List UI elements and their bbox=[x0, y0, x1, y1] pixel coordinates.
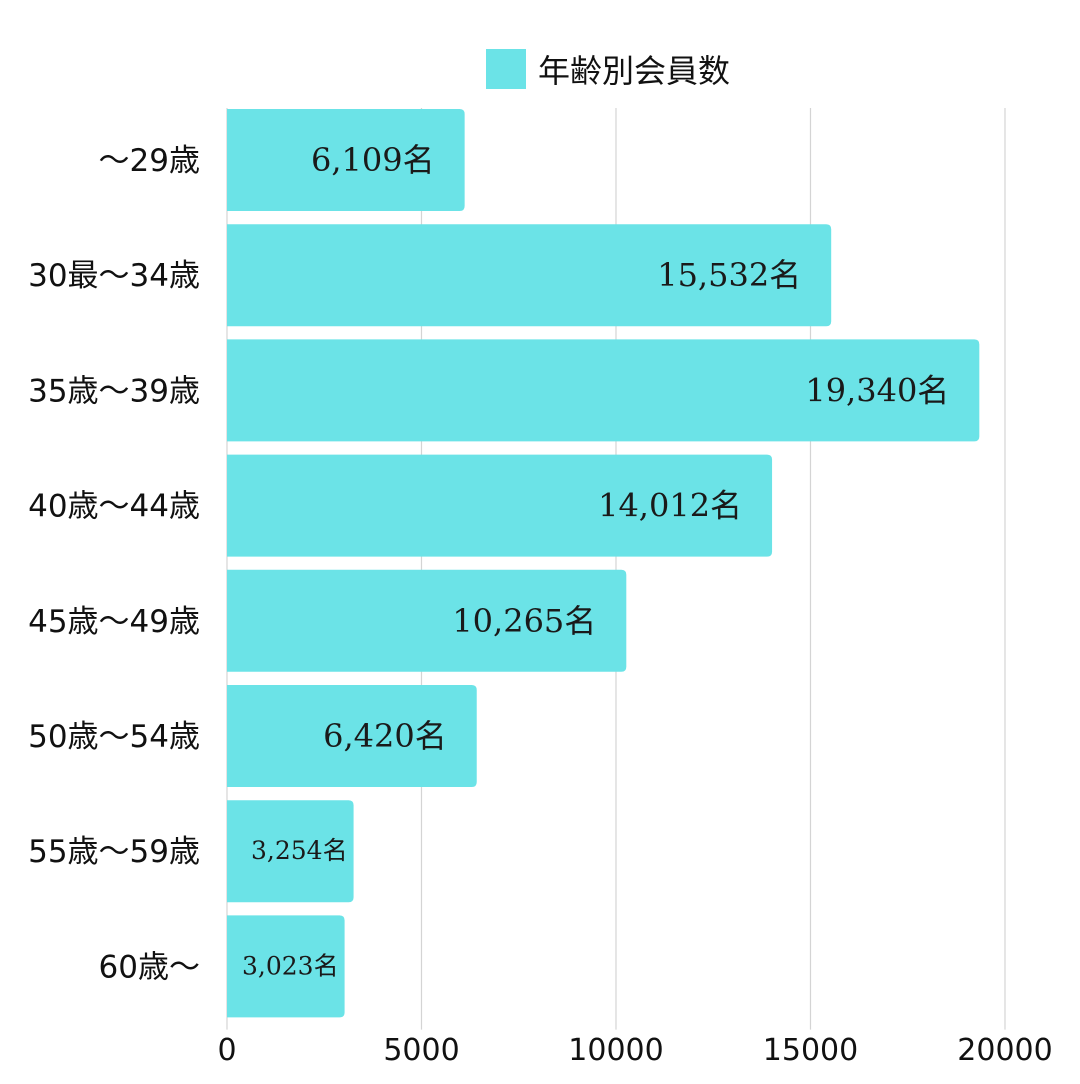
category-label: 55歳～59歳 bbox=[28, 834, 200, 870]
category-label: 60歳～ bbox=[99, 949, 200, 985]
data-label: 14,012名 bbox=[598, 487, 742, 525]
x-tick-label: 5000 bbox=[383, 1033, 459, 1068]
x-tick-label: 15000 bbox=[763, 1033, 858, 1068]
bar bbox=[227, 454, 773, 557]
data-label: 15,532名 bbox=[657, 256, 801, 294]
x-tick-label: 10000 bbox=[568, 1033, 663, 1068]
data-label: 3,254名 bbox=[251, 836, 348, 865]
bar bbox=[227, 685, 477, 787]
data-label: 6,109名 bbox=[311, 141, 435, 179]
category-label: 30最～34歳 bbox=[28, 258, 200, 294]
bar bbox=[227, 569, 627, 672]
x-tick-label: 0 bbox=[217, 1033, 236, 1068]
data-label: 6,420名 bbox=[323, 717, 447, 755]
bar bbox=[227, 109, 465, 211]
category-label: 40歳～44歳 bbox=[28, 489, 200, 525]
data-label: 19,340名 bbox=[805, 371, 949, 409]
legend-label: 年齢別会員数 bbox=[538, 52, 731, 90]
legend: 年齢別会員数 bbox=[486, 46, 730, 92]
bar bbox=[227, 224, 832, 327]
data-label: 10,265名 bbox=[452, 602, 596, 640]
category-label: 35歳～39歳 bbox=[28, 373, 200, 409]
legend-swatch bbox=[486, 49, 526, 89]
category-label: 45歳～49歳 bbox=[28, 604, 200, 640]
category-label: ～29歳 bbox=[99, 143, 200, 179]
x-tick-label: 20000 bbox=[957, 1033, 1052, 1068]
data-label: 3,023名 bbox=[242, 951, 339, 980]
bar bbox=[227, 339, 980, 442]
category-label: 50歳～54歳 bbox=[28, 719, 200, 755]
bar bbox=[227, 800, 354, 903]
bar bbox=[227, 915, 345, 1018]
